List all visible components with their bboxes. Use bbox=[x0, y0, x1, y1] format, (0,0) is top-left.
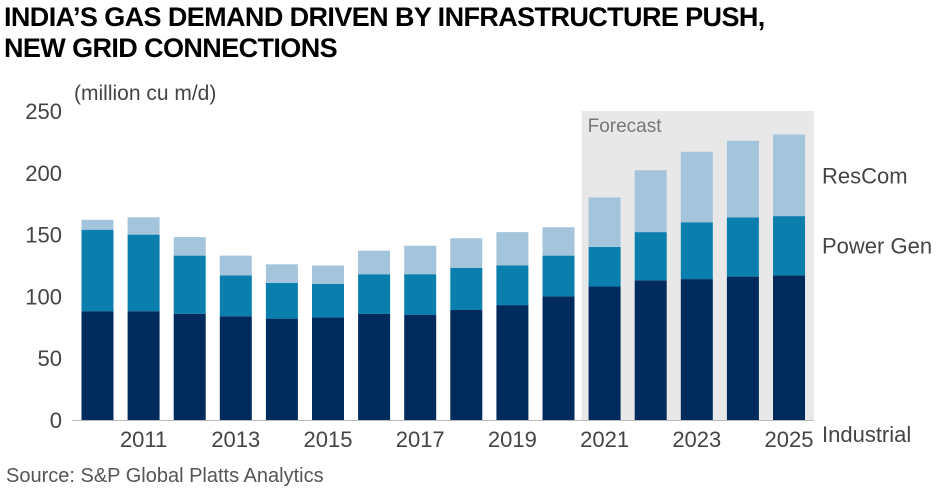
bar-industrial-2014 bbox=[265, 318, 298, 420]
bar-industrial-2016 bbox=[358, 313, 391, 420]
bar-power-gen-2016 bbox=[358, 274, 391, 314]
x-tick-label-2023: 2023 bbox=[672, 427, 721, 452]
bar-rescom-2017 bbox=[404, 245, 437, 275]
y-tick-label-250: 250 bbox=[25, 99, 62, 124]
bar-rescom-2024 bbox=[726, 140, 759, 218]
bar-power-gen-2025 bbox=[773, 216, 805, 276]
bar-rescom-2025 bbox=[773, 134, 805, 217]
bar-industrial-2025 bbox=[773, 275, 805, 420]
chart-title: INDIA’S GAS DEMAND DRIVEN BY INFRASTRUCT… bbox=[4, 2, 765, 64]
bar-power-gen-2015 bbox=[312, 284, 344, 318]
bar-industrial-2013 bbox=[219, 316, 252, 420]
bar-power-gen-2022 bbox=[634, 232, 667, 281]
bar-rescom-2010 bbox=[81, 219, 114, 230]
bar-rescom-2016 bbox=[358, 250, 391, 275]
bar-rescom-2018 bbox=[450, 238, 483, 268]
bar-rescom-2019 bbox=[496, 232, 529, 266]
bar-power-gen-2018 bbox=[450, 268, 483, 310]
bar-rescom-2011 bbox=[127, 217, 160, 235]
x-tick-label-2025: 2025 bbox=[765, 427, 814, 452]
x-tick-label-2017: 2017 bbox=[396, 427, 445, 452]
chart-title-line-2: NEW GRID CONNECTIONS bbox=[4, 33, 338, 63]
bar-power-gen-2017 bbox=[404, 274, 437, 315]
forecast-label: Forecast bbox=[588, 116, 663, 137]
source-note: Source: S&P Global Platts Analytics bbox=[6, 465, 324, 487]
bar-power-gen-2021 bbox=[588, 247, 621, 287]
bar-power-gen-2024 bbox=[726, 217, 759, 277]
legend-label-power-gen: Power Gen bbox=[822, 234, 932, 259]
bar-power-gen-2019 bbox=[496, 265, 529, 306]
bar-power-gen-2020 bbox=[542, 255, 575, 297]
x-tick-label-2015: 2015 bbox=[304, 427, 353, 452]
bar-rescom-2022 bbox=[634, 170, 667, 233]
bar-power-gen-2023 bbox=[680, 222, 713, 280]
legend-label-rescom: ResCom bbox=[822, 163, 908, 188]
legend-label-industrial: Industrial bbox=[822, 422, 911, 447]
bar-industrial-2023 bbox=[680, 279, 713, 420]
bar-power-gen-2011 bbox=[127, 234, 160, 312]
x-tick-label-2011: 2011 bbox=[120, 427, 167, 452]
bar-industrial-2021 bbox=[588, 286, 621, 420]
bar-industrial-2015 bbox=[312, 317, 344, 420]
y-tick-label-50: 50 bbox=[38, 346, 62, 371]
x-tick-label-2013: 2013 bbox=[211, 427, 260, 452]
bar-industrial-2020 bbox=[542, 296, 575, 420]
y-tick-label-100: 100 bbox=[25, 284, 62, 309]
bar-industrial-2010 bbox=[81, 311, 114, 420]
bar-industrial-2012 bbox=[173, 313, 206, 420]
bar-industrial-2018 bbox=[450, 310, 483, 420]
bar-rescom-2021 bbox=[588, 197, 621, 247]
y-tick-label-0: 0 bbox=[50, 408, 62, 433]
bar-rescom-2012 bbox=[173, 237, 206, 256]
y-tick-label-200: 200 bbox=[25, 161, 62, 186]
bar-industrial-2022 bbox=[634, 280, 667, 420]
bar-power-gen-2012 bbox=[173, 255, 206, 314]
bar-power-gen-2013 bbox=[219, 275, 252, 317]
bar-rescom-2023 bbox=[680, 151, 713, 223]
bar-industrial-2017 bbox=[404, 314, 437, 420]
y-tick-label-150: 150 bbox=[25, 223, 62, 248]
bar-rescom-2014 bbox=[265, 264, 298, 283]
x-tick-label-2021: 2021 bbox=[580, 427, 629, 452]
bar-industrial-2019 bbox=[496, 305, 529, 420]
bar-power-gen-2014 bbox=[265, 282, 298, 319]
bar-industrial-2024 bbox=[726, 276, 759, 420]
bar-industrial-2011 bbox=[127, 311, 160, 420]
bar-rescom-2020 bbox=[542, 227, 575, 256]
y-axis-unit-label: (million cu m/d) bbox=[74, 82, 217, 105]
bar-power-gen-2010 bbox=[81, 229, 114, 312]
bar-rescom-2013 bbox=[219, 255, 252, 276]
x-tick-label-2019: 2019 bbox=[488, 427, 537, 452]
chart-title-line-1: INDIA’S GAS DEMAND DRIVEN BY INFRASTRUCT… bbox=[4, 2, 765, 32]
bar-rescom-2015 bbox=[312, 265, 344, 284]
